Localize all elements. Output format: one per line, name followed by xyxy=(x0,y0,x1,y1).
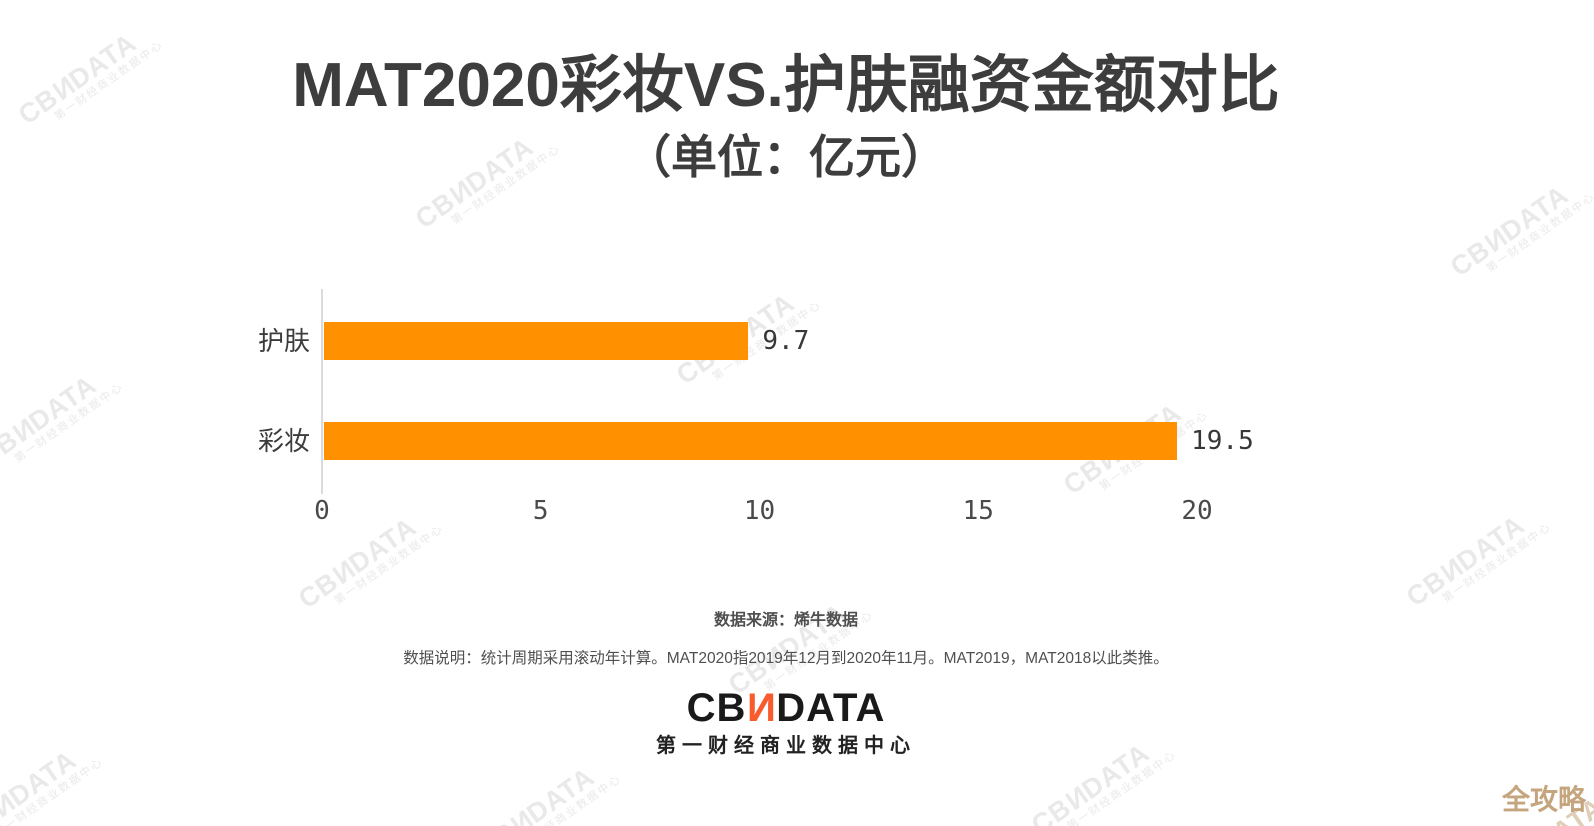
y-axis-line xyxy=(321,289,323,494)
watermark-wordmark: CBNDATA xyxy=(471,751,617,826)
watermark-reversed-n-icon: N xyxy=(1059,780,1094,817)
bar-彩妆 xyxy=(324,422,1178,460)
methodology-note: 数据说明：统计周期采用滚动年计算。MAT2020指2019年12月到2020年1… xyxy=(403,650,1169,667)
logo-rest: DATA xyxy=(776,686,886,730)
watermark-tagline: 第一财经商业数据中心 xyxy=(1065,748,1179,826)
watermark-tagline: 第一财经商业数据中心 xyxy=(12,380,126,466)
x-tick-label: 20 xyxy=(1181,496,1213,526)
logo-reversed-n-icon: N xyxy=(746,686,777,730)
watermark-tagline: 第一财经商业数据中心 xyxy=(0,755,106,826)
watermark-reversed-n-icon: N xyxy=(1434,552,1469,589)
cbndata-logo-tagline: 第一财经商业数据中心 xyxy=(656,735,916,757)
gold-watermark-badge: 全攻略 xyxy=(1501,784,1586,815)
bar-护肤 xyxy=(324,322,749,360)
chart-subtitle: （单位：亿元） xyxy=(625,131,947,183)
value-label: 19.5 xyxy=(1191,426,1254,456)
x-tick-label: 10 xyxy=(743,496,776,526)
category-label: 护肤 xyxy=(257,326,310,356)
watermark-reversed-n-icon: N xyxy=(0,787,21,824)
value-label: 9.7 xyxy=(762,326,810,356)
watermark-reversed-n-icon: N xyxy=(326,554,361,591)
watermark-wordmark: CBNDATA xyxy=(722,597,852,701)
source-note: 数据来源：烯牛数据 xyxy=(713,612,858,629)
cbndata-logo: CBNDATA 第一财经商业数据中心 xyxy=(0,686,1572,758)
watermark-tagline: 第一财经商业数据中心 xyxy=(510,772,624,826)
watermark-reversed-n-icon: N xyxy=(6,412,41,449)
watermark-reversed-n-icon: N xyxy=(504,804,539,826)
chart-title: MAT2020彩妆VS.护肤融资金额对比 xyxy=(292,51,1280,120)
watermark-wordmark: CBNDATA xyxy=(0,369,102,473)
watermark-wordmark: CBNDATA xyxy=(1400,509,1530,613)
category-label: 彩妆 xyxy=(257,426,310,456)
watermark-tagline: 第一财经商业数据中心 xyxy=(1484,190,1594,276)
cbndata-logo-wordmark: CBNDATA xyxy=(0,686,1572,730)
logo-cb: CB xyxy=(686,686,747,730)
x-tick-label: 5 xyxy=(532,496,549,526)
x-tick-label: 15 xyxy=(962,496,994,526)
watermark-wordmark: CBNDATA xyxy=(1444,179,1574,283)
x-tick-label: 0 xyxy=(314,496,330,526)
watermark-reversed-n-icon: N xyxy=(1478,222,1513,259)
